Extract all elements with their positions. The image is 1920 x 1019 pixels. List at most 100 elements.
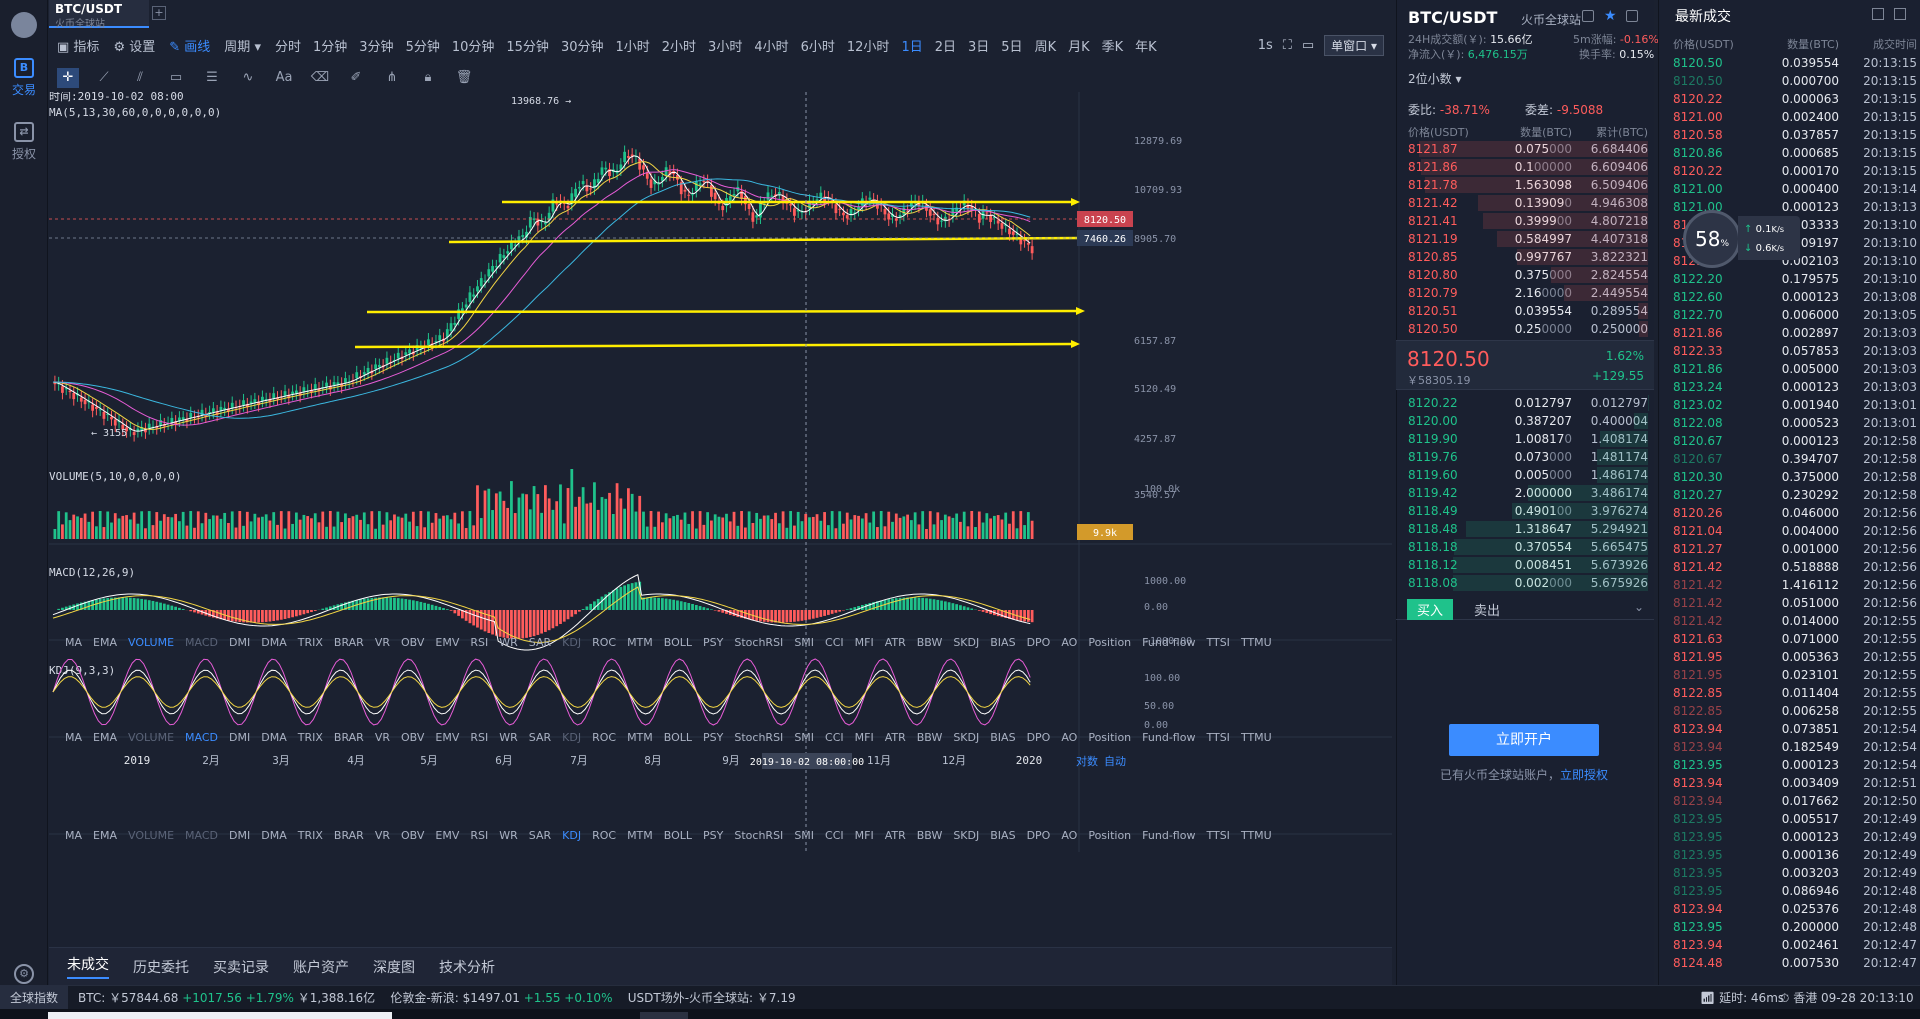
indicator-tab-atr[interactable]: ATR <box>884 829 906 842</box>
decimals-select[interactable]: 2位小数 ▾ <box>1408 72 1462 86</box>
period-19[interactable]: 季K <box>1101 39 1124 55</box>
taskbar-item-active[interactable] <box>48 1012 392 1019</box>
magnet-tool-icon[interactable]: ⋔ <box>386 70 398 85</box>
indicator-tab-ttmu[interactable]: TTMU <box>1240 731 1272 744</box>
indicator-tab-ttsi[interactable]: TTSI <box>1206 829 1230 842</box>
indicator-tab-rsi[interactable]: RSI <box>470 829 489 842</box>
open-account-button[interactable]: 立即开户 <box>1449 724 1599 756</box>
indicator-tab-trix[interactable]: TRIX <box>297 636 323 649</box>
bid-row[interactable]: 8119.90 1.008170 1.408174 <box>1408 430 1648 448</box>
indicator-tab-dpo[interactable]: DPO <box>1026 636 1051 649</box>
indicator-tab-dmi[interactable]: DMI <box>229 731 251 744</box>
indicator-tab-boll[interactable]: BOLL <box>663 731 693 744</box>
period-17[interactable]: 周K <box>1034 39 1057 55</box>
bid-row[interactable]: 8118.49 0.490100 3.976274 <box>1408 502 1648 520</box>
indicator-tab-position[interactable]: Position <box>1088 636 1132 649</box>
indicator-tab-bbw[interactable]: BBW <box>916 731 943 744</box>
indicator-tab-volume[interactable]: VOLUME <box>127 731 175 744</box>
gear-icon[interactable]: ⚙ <box>14 964 34 984</box>
indicator-tab-mtm[interactable]: MTM <box>627 829 653 842</box>
indicator-tab-macd[interactable]: MACD <box>185 636 219 649</box>
indicator-tab-ao[interactable]: AO <box>1061 829 1078 842</box>
indicator-tab-position[interactable]: Position <box>1088 829 1132 842</box>
indicator-tab-stochrsi[interactable]: StochRSI <box>734 731 784 744</box>
indicator-tab-psy[interactable]: PSY <box>703 829 724 842</box>
indicator-tab-kdj[interactable]: KDJ <box>562 731 582 744</box>
authorize-link[interactable]: 立即授权 <box>1560 768 1609 782</box>
indicator-tab-trix[interactable]: TRIX <box>297 829 323 842</box>
indicator-tab-emv[interactable]: EMV <box>435 829 460 842</box>
indicator-tab-wr[interactable]: WR <box>499 829 518 842</box>
indicator-tab-mfi[interactable]: MFI <box>854 731 874 744</box>
fullscreen-icon[interactable]: ⛶ <box>1282 38 1292 53</box>
period-2[interactable]: 3分钟 <box>359 39 394 55</box>
pen-tool-icon[interactable]: ✐ <box>350 70 362 85</box>
indicator-tab-dpo[interactable]: DPO <box>1026 829 1051 842</box>
bottom-tab-0[interactable]: 未成交 <box>67 954 109 979</box>
indicator-button[interactable]: ▣ 指标 <box>57 39 100 55</box>
indicator-tab-dma[interactable]: DMA <box>261 636 287 649</box>
period-dropdown[interactable]: 周期 ▾ <box>224 39 261 55</box>
period-0[interactable]: 分时 <box>274 39 301 55</box>
period-1[interactable]: 1分钟 <box>313 39 348 55</box>
trash-tool-icon[interactable]: 🗑︎ <box>455 70 473 85</box>
indicator-tab-ttmu[interactable]: TTMU <box>1240 636 1272 649</box>
indicator-tab-ttsi[interactable]: TTSI <box>1206 636 1230 649</box>
indicator-tab-fund-flow[interactable]: Fund-flow <box>1142 636 1196 649</box>
period-15[interactable]: 3日 <box>968 39 990 55</box>
indicator-tab-bias[interactable]: BIAS <box>990 731 1016 744</box>
symbol-tab[interactable]: BTC/USDT 火币全球站 <box>49 0 149 30</box>
bottom-tab-5[interactable]: 技术分析 <box>439 959 495 976</box>
period-5[interactable]: 15分钟 <box>506 39 549 55</box>
indicator-tab-mfi[interactable]: MFI <box>854 636 874 649</box>
indicator-tab-obv[interactable]: OBV <box>401 636 425 649</box>
bid-row[interactable]: 8119.42 2.000000 3.486174 <box>1408 484 1648 502</box>
rectangle-tool-icon[interactable]: ▭ <box>169 70 183 85</box>
indicator-tab-skdj[interactable]: SKDJ <box>953 829 980 842</box>
indicator-tab-wr[interactable]: WR <box>499 636 518 649</box>
indicator-tab-kdj[interactable]: KDJ <box>562 829 582 842</box>
indicator-tab-skdj[interactable]: SKDJ <box>953 636 980 649</box>
bottom-tab-4[interactable]: 深度图 <box>373 959 415 976</box>
period-20[interactable]: 年K <box>1135 39 1157 55</box>
ask-row[interactable]: 8120.80 0.375000 2.824554 <box>1408 266 1648 284</box>
indicator-tab-ema[interactable]: EMA <box>93 636 117 649</box>
indicator-tab-cci[interactable]: CCI <box>825 636 844 649</box>
bid-row[interactable]: 8118.12 0.008451 5.673926 <box>1408 556 1648 574</box>
bottom-tab-1[interactable]: 历史委托 <box>133 959 189 976</box>
indicator-tab-boll[interactable]: BOLL <box>663 829 693 842</box>
ask-row[interactable]: 8121.42 0.139090 4.946308 <box>1408 194 1648 212</box>
indicator-tab-stochrsi[interactable]: StochRSI <box>734 636 784 649</box>
add-tab-button[interactable]: + <box>152 6 166 20</box>
indicator-tab-macd[interactable]: MACD <box>185 731 219 744</box>
indicator-tab-mtm[interactable]: MTM <box>627 731 653 744</box>
indicator-tab-ema[interactable]: EMA <box>93 829 117 842</box>
indicator-tab-stochrsi[interactable]: StochRSI <box>734 829 784 842</box>
indicator-tab-mfi[interactable]: MFI <box>854 829 874 842</box>
bid-row[interactable]: 8120.22 0.012797 0.012797 <box>1408 394 1648 412</box>
indicator-tab-obv[interactable]: OBV <box>401 731 425 744</box>
ask-row[interactable]: 8120.79 2.160000 2.449554 <box>1408 284 1648 302</box>
bid-row[interactable]: 8118.08 0.002000 5.675926 <box>1408 574 1648 592</box>
refresh-interval[interactable]: 1s <box>1257 38 1273 53</box>
indicator-tab-boll[interactable]: BOLL <box>663 636 693 649</box>
parallel-tool-icon[interactable]: ⫽ <box>137 70 143 85</box>
taskbar-item[interactable] <box>640 1012 688 1019</box>
indicator-tab-ao[interactable]: AO <box>1061 636 1078 649</box>
period-7[interactable]: 1小时 <box>615 39 650 55</box>
indicator-tab-rsi[interactable]: RSI <box>470 636 489 649</box>
indicator-tab-brar[interactable]: BRAR <box>333 829 364 842</box>
bid-row[interactable]: 8118.18 0.370554 5.665475 <box>1408 538 1648 556</box>
indicator-tab-kdj[interactable]: KDJ <box>562 636 582 649</box>
ask-row[interactable]: 8120.85 0.997767 3.822321 <box>1408 248 1648 266</box>
indicator-tab-trix[interactable]: TRIX <box>297 731 323 744</box>
wave-tool-icon[interactable]: ∿ <box>242 70 254 85</box>
ask-row[interactable]: 8121.41 0.399900 4.807218 <box>1408 212 1648 230</box>
indicator-tab-smi[interactable]: SMI <box>794 636 815 649</box>
period-18[interactable]: 月K <box>1068 39 1090 55</box>
indicator-tab-bbw[interactable]: BBW <box>916 636 943 649</box>
star-icon[interactable]: ★ <box>1604 8 1617 24</box>
ask-row[interactable]: 8120.51 0.039554 0.289554 <box>1408 302 1648 320</box>
indicator-tab-skdj[interactable]: SKDJ <box>953 731 980 744</box>
indicator-tab-volume[interactable]: VOLUME <box>127 636 175 649</box>
